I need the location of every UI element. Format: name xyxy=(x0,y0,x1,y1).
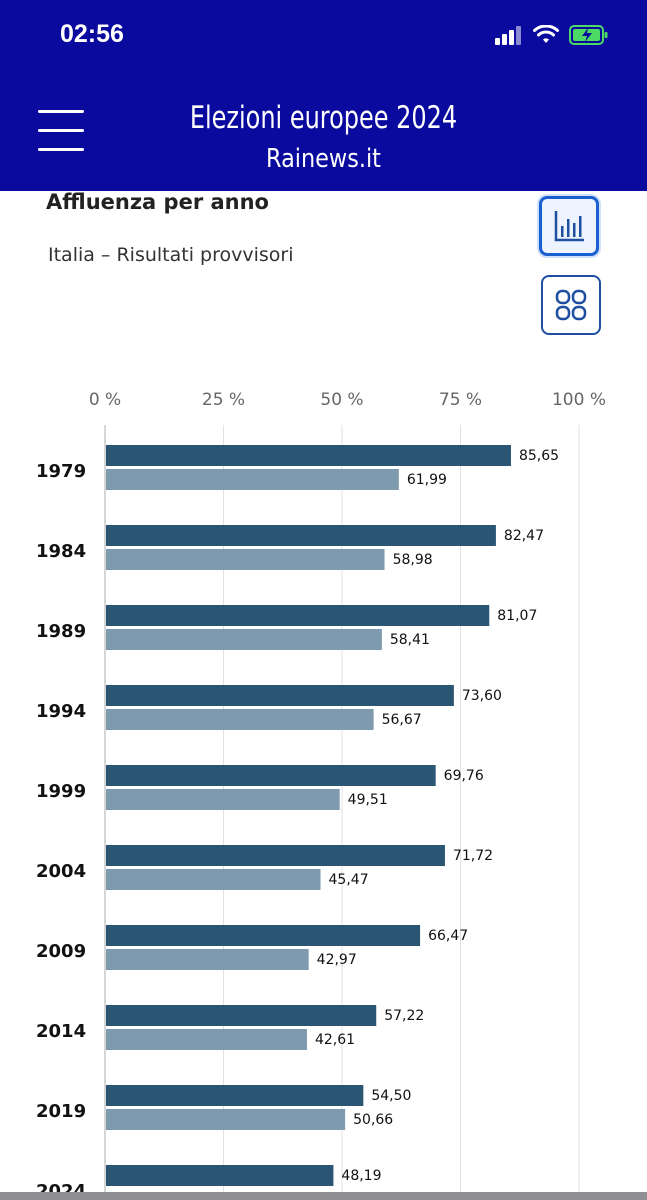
bar xyxy=(106,925,421,946)
bar xyxy=(106,525,496,546)
category-label: 1979 xyxy=(36,461,86,482)
bar xyxy=(106,789,340,810)
app-header: 02:56 Elezioni europee 2024 Rainews.it xyxy=(0,0,647,191)
status-time: 02:56 xyxy=(60,20,124,48)
data-label: 57,22 xyxy=(384,1008,424,1024)
x-tick-label: 75 % xyxy=(439,390,482,410)
bar-chart-icon xyxy=(554,211,584,242)
bar xyxy=(106,1085,364,1106)
data-label: 82,47 xyxy=(504,528,544,544)
x-tick-label: 25 % xyxy=(202,390,245,410)
data-label: 69,76 xyxy=(444,768,484,784)
hamburger-line xyxy=(38,129,84,132)
data-label: 49,51 xyxy=(348,792,388,808)
chart-subtitle: Italia – Risultati provvisori xyxy=(48,244,294,266)
category-label: 2004 xyxy=(36,861,86,882)
category-label: 1984 xyxy=(36,541,86,562)
category-label: 2019 xyxy=(36,1101,86,1122)
bar xyxy=(106,1005,377,1026)
signal-icon xyxy=(495,26,521,45)
data-label: 48,19 xyxy=(341,1168,381,1184)
hamburger-icon xyxy=(38,110,84,113)
data-label: 42,61 xyxy=(315,1032,355,1048)
bar xyxy=(106,549,385,570)
bar xyxy=(106,1165,334,1186)
bar-view-button[interactable] xyxy=(539,196,599,256)
data-label: 81,07 xyxy=(497,608,537,624)
bar xyxy=(106,629,382,650)
bar xyxy=(106,469,399,490)
bar xyxy=(106,709,374,730)
data-label: 42,97 xyxy=(317,952,357,968)
data-label: 50,66 xyxy=(353,1112,393,1128)
grid-view-button[interactable] xyxy=(541,275,601,335)
category-label: 2024 xyxy=(36,1181,86,1192)
menu-button[interactable] xyxy=(38,110,84,152)
x-tick-label: 100 % xyxy=(552,390,606,410)
app-subtitle: Rainews.it xyxy=(266,144,381,174)
bar xyxy=(106,949,309,970)
bar xyxy=(106,845,445,866)
bar xyxy=(106,605,490,626)
data-label: 61,99 xyxy=(407,472,447,488)
status-icons xyxy=(495,24,609,46)
bar xyxy=(106,1029,307,1050)
battery-icon xyxy=(569,25,608,45)
data-label: 54,50 xyxy=(371,1088,411,1104)
bar xyxy=(106,445,511,466)
grid-icon xyxy=(555,289,587,321)
category-label: 2009 xyxy=(36,941,86,962)
x-tick-label: 0 % xyxy=(89,390,121,410)
bar xyxy=(106,685,454,706)
category-label: 1994 xyxy=(36,701,86,722)
data-label: 71,72 xyxy=(453,848,493,864)
data-label: 73,60 xyxy=(462,688,502,704)
home-indicator xyxy=(0,1192,647,1200)
data-label: 45,47 xyxy=(329,872,369,888)
chart-title: Affluenza per anno xyxy=(46,190,269,214)
hamburger-line xyxy=(38,148,84,151)
data-label: 58,41 xyxy=(390,632,430,648)
category-label: 1999 xyxy=(36,781,86,802)
bar xyxy=(106,1109,346,1130)
category-label: 2014 xyxy=(36,1021,86,1042)
data-label: 85,65 xyxy=(519,448,559,464)
turnout-bar-chart: 0 % 25 % 50 % 75 % 100 % 1979 85,65 61,99 1984 82… xyxy=(36,390,606,1192)
app-title: Elezioni europee 2024 xyxy=(189,100,458,136)
bar xyxy=(106,765,436,786)
category-label: 1989 xyxy=(36,621,86,642)
data-label: 58,98 xyxy=(393,552,433,568)
data-label: 66,47 xyxy=(428,928,468,944)
wifi-icon xyxy=(533,25,559,43)
bar xyxy=(106,869,321,890)
x-tick-label: 50 % xyxy=(320,390,363,410)
data-label: 56,67 xyxy=(382,712,422,728)
